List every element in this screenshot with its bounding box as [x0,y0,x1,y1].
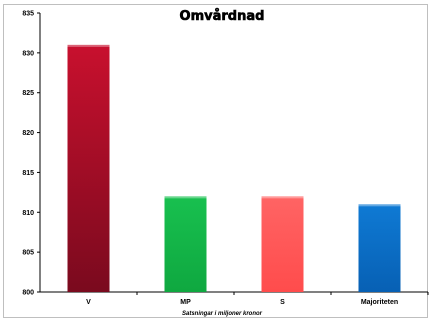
y-tick-label: 810 [22,210,34,217]
bar-highlight [67,44,110,47]
y-tick-label: 800 [22,290,34,297]
y-tick-label: 835 [22,11,34,18]
bar-highlight [358,204,401,207]
x-axis-ticks: V MP S Majoriteten [86,292,429,306]
y-axis-ticks: 800 805 810 815 820 825 830 835 [22,11,40,297]
x-tick-label: MP [180,299,191,306]
bar-s [261,196,304,292]
x-tick-label: Majoriteten [361,299,398,306]
x-tick-label: V [86,299,91,306]
y-tick-label: 815 [22,170,34,177]
y-tick-label: 830 [22,50,34,57]
bar-highlight [164,196,207,199]
bar-v [67,44,110,293]
x-tick-label: S [280,299,285,306]
chart-title: Omvårdnad [180,9,265,24]
bars [67,44,401,293]
y-tick-label: 805 [22,250,34,257]
y-tick-label: 825 [22,90,34,97]
y-tick-label: 820 [22,130,34,137]
bar-highlight [261,196,304,199]
bar-mp [164,196,207,292]
x-axis-label: Satsningar i miljoner kronor [182,311,263,317]
bar-majoriteten [358,204,401,292]
